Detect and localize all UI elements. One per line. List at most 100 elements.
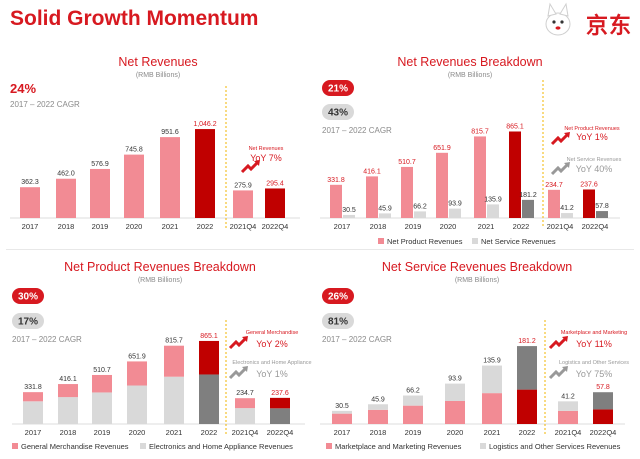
chart-subtitle: (RMB Billions) (455, 277, 499, 284)
growth-arrow-icon (548, 366, 568, 380)
legend-label: General Merchandise Revenues (21, 442, 129, 451)
bar-service-2022 (522, 199, 534, 218)
bar-total-label: 234.7 (236, 390, 254, 397)
cagr-value: 24% (10, 81, 36, 96)
bar-value-label: 275.9 (234, 182, 252, 189)
cagr-value: 26% (328, 292, 348, 303)
bar-value-label: 66.2 (413, 203, 427, 210)
bar-2021 (160, 137, 180, 218)
x-tick-label: 2018 (58, 222, 75, 231)
x-tick-label: 2019 (94, 428, 111, 437)
bar-value-label: 331.8 (327, 177, 345, 184)
bar-service-2019 (414, 211, 426, 218)
x-tick-label: 2021 (478, 222, 495, 231)
x-tick-label: 2019 (405, 428, 422, 437)
x-tick-label: 2020 (447, 428, 464, 437)
growth-arrow-icon (548, 336, 568, 350)
x-tick-label: 2017 (334, 428, 351, 437)
bar-service-2021 (487, 204, 499, 218)
jd-logo (545, 2, 571, 36)
bar-segment-marketplace-2020 (445, 400, 465, 424)
bar-service-2017 (343, 214, 355, 218)
bar-segment-marketplace-2018 (368, 409, 388, 424)
cagr-pill-product: 21% (322, 80, 354, 96)
bar-service-2021Q4 (561, 213, 573, 218)
bar-segment-general-2021Q4 (235, 398, 255, 409)
x-tick-label: 2021 (484, 428, 501, 437)
cagr-value: 81% (328, 317, 348, 328)
x-tick-label: 2021 (166, 428, 183, 437)
bar-total-label: 57.8 (596, 384, 610, 391)
legend-swatch-1 (326, 443, 332, 449)
bar-value-label: 135.9 (484, 196, 502, 203)
bar-total-label: 45.9 (371, 396, 385, 403)
jd-logo-text: 京东 (585, 14, 632, 39)
bar-2021Q4 (233, 190, 253, 218)
legend-swatch-1 (12, 443, 18, 449)
bar-value-label: 462.0 (57, 171, 75, 178)
bar-service-2020 (449, 208, 461, 218)
x-tick-label: 2021Q4 (555, 428, 582, 437)
net-revenues-chart: Net Revenues (RMB Billions) 24% 2017 – 2… (10, 55, 300, 231)
annotation-label: Net Product Revenues (564, 126, 620, 132)
bar-value-label: 815.7 (471, 128, 489, 135)
bar-total-label: 93.9 (448, 376, 462, 383)
bar-segment-logistics-2020 (445, 383, 465, 401)
cagr-label: 2017 – 2022 CAGR (322, 335, 392, 344)
bar-product-2018 (366, 176, 378, 218)
bar-value-label: 295.4 (266, 180, 284, 187)
cagr-label: 2017 – 2022 CAGR (12, 335, 82, 344)
bar-total-label: 30.5 (335, 403, 349, 410)
bar-total-label: 510.7 (93, 367, 111, 374)
cagr-pill-1: 26% (322, 288, 354, 304)
bar-segment-logistics-2022 (517, 346, 537, 390)
x-tick-label: 2020 (126, 222, 143, 231)
x-tick-label: 2022 (201, 428, 218, 437)
cagr-value: 43% (328, 108, 348, 119)
bar-2020 (124, 154, 144, 218)
bar-2018 (56, 178, 76, 218)
annotation-label: Electronics and Home Appliance (232, 360, 311, 366)
legend-label: Net Service Revenues (481, 237, 556, 246)
chart-subtitle: (RMB Billions) (448, 72, 492, 79)
chart-title: Net Revenues (118, 55, 197, 69)
bar-segment-logistics-2017 (332, 410, 352, 414)
bar-total-label: 815.7 (165, 338, 183, 345)
x-tick-label: 2018 (370, 222, 387, 231)
bar-segment-general-2018 (58, 384, 78, 398)
bar-segment-electronics-2017 (23, 401, 43, 424)
growth-arrow-icon (240, 160, 260, 174)
bar-value-label: 181.2 (519, 192, 537, 199)
bar-total-label: 331.8 (24, 384, 42, 391)
x-tick-label: 2020 (129, 428, 146, 437)
legend-label: Electronics and Home Appliance Revenues (149, 442, 293, 451)
bar-segment-marketplace-2022Q4 (593, 409, 613, 424)
x-tick-label: 2017 (22, 222, 39, 231)
bar-value-label: 1,046.2 (193, 121, 216, 128)
x-tick-label: 2022 (197, 222, 214, 231)
bar-segment-electronics-2018 (58, 397, 78, 424)
bar-segment-electronics-2021 (164, 376, 184, 424)
x-tick-label: 2017 (334, 222, 351, 231)
annotation-label: General Merchandise (246, 330, 299, 336)
growth-arrow-icon (550, 162, 570, 176)
bar-segment-logistics-2019 (403, 395, 423, 406)
bar-segment-electronics-2022 (199, 374, 219, 424)
x-tick-label: 2019 (405, 222, 422, 231)
jd-dog-mascot-icon (545, 2, 571, 36)
legend-label: Net Product Revenues (387, 237, 463, 246)
bar-total-label: 66.2 (406, 388, 420, 395)
x-tick-label: 2022Q4 (267, 428, 294, 437)
bar-total-label: 135.9 (483, 358, 501, 365)
bar-segment-logistics-2018 (368, 404, 388, 410)
legend-swatch-2 (480, 443, 486, 449)
bar-segment-marketplace-2021Q4 (558, 410, 578, 424)
bar-product-2020 (436, 152, 448, 218)
annotation-label: Net Service Revenues (567, 157, 622, 163)
annotation-yoy: YoY 75% (576, 369, 613, 379)
x-tick-label: 2022Q4 (582, 222, 609, 231)
bar-value-label: 951.6 (161, 129, 179, 136)
bar-value-label: 93.9 (448, 201, 462, 208)
bar-value-label: 745.8 (125, 147, 143, 154)
page-title: Solid Growth Momentum (10, 7, 259, 30)
